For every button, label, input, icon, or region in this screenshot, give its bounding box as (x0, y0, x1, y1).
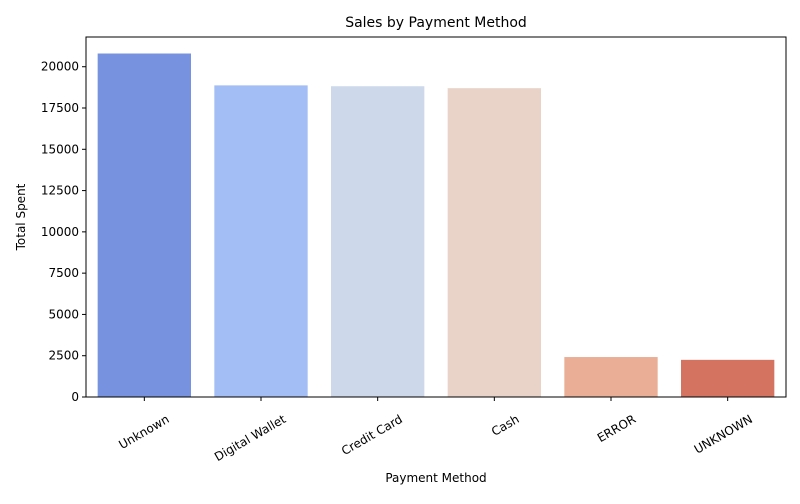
x-tick-label: UNKNOWN (692, 412, 755, 457)
y-tick-label: 10000 (41, 225, 79, 239)
plot-frame (85, 36, 787, 398)
y-tick-label: 5000 (48, 307, 79, 321)
x-tick-label: ERROR (595, 412, 638, 445)
y-tick-label: 17500 (41, 101, 79, 115)
y-tick-label: 2500 (48, 349, 79, 363)
chart-title: Sales by Payment Method (345, 15, 527, 31)
x-axis-label: Payment Method (385, 471, 486, 485)
bar-cash (447, 88, 541, 397)
x-tick-label: Credit Card (339, 412, 405, 458)
y-tick-label: 20000 (41, 60, 79, 74)
bar-credit-card (331, 86, 425, 398)
bar-unknown (681, 359, 775, 397)
x-tick-label: Cash (489, 412, 522, 439)
bar-unknown (97, 53, 191, 397)
y-axis-label: Total Spent (14, 183, 28, 251)
y-tick-label: 15000 (41, 142, 79, 156)
y-tick-label: 12500 (41, 184, 79, 198)
x-axis-ticks: Unknown Digital Wallet Credit Card Cash ERRO… (116, 397, 755, 464)
bar-digital-wallet (214, 85, 308, 398)
y-tick-label: 7500 (48, 266, 79, 280)
bars (97, 53, 775, 398)
y-axis-ticks: 0 2500 5000 7500 10000 12500 15000 17500 20000 (41, 60, 86, 404)
x-tick-label: Digital Wallet (212, 412, 288, 464)
x-tick-label: Unknown (116, 412, 171, 452)
y-tick-label: 0 (71, 390, 79, 404)
bar-error (564, 357, 658, 397)
